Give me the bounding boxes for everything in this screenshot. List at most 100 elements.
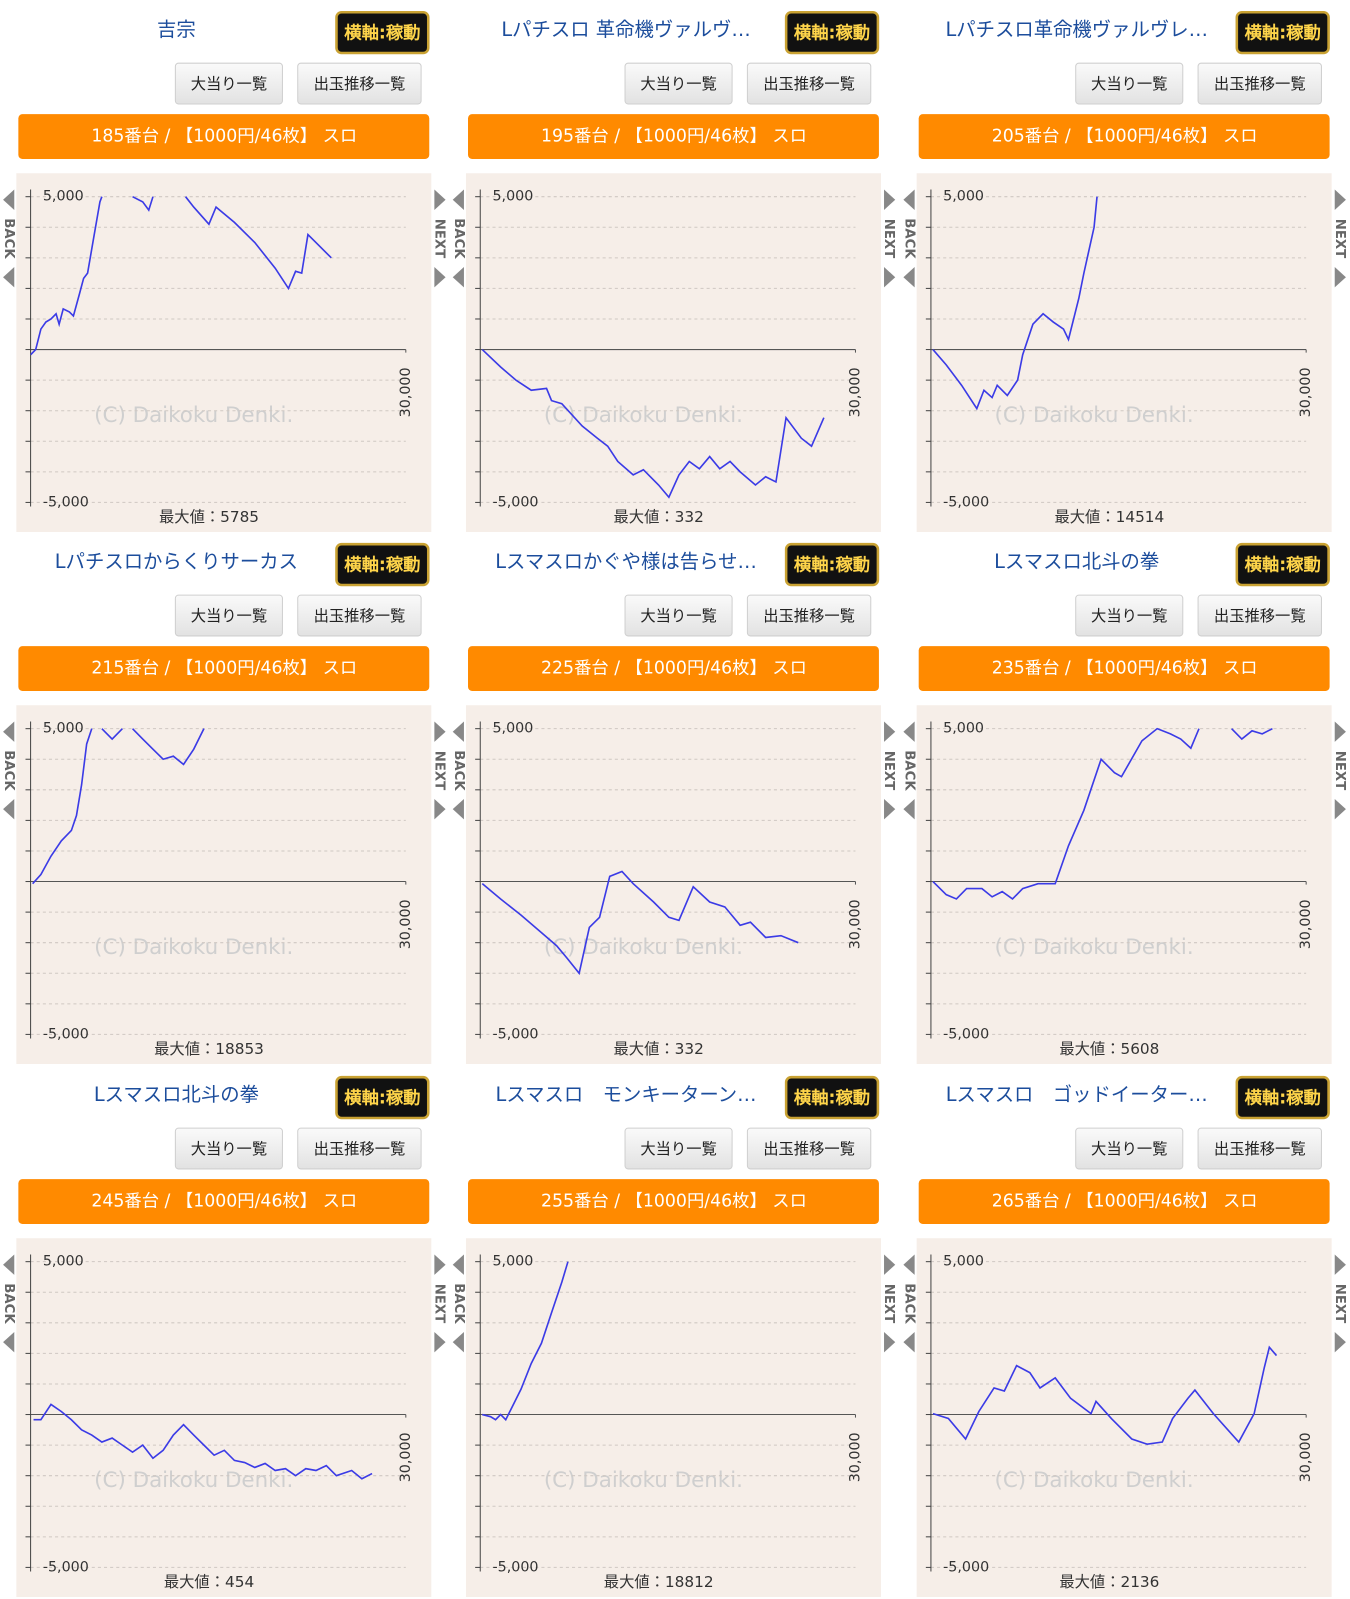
machine-header: 185番台 / 【1000円/46枚】 スロ <box>91 127 357 147</box>
y-tick-label: -5,000 <box>943 1559 989 1575</box>
next-nav[interactable]: NEXT <box>881 189 896 288</box>
back-nav[interactable]: BACK <box>902 1254 917 1353</box>
max-value: 最大値：5785 <box>159 508 259 526</box>
back-arrow <box>3 267 15 288</box>
button-label: 大当り一覧 <box>191 607 267 625</box>
max-value: 最大値：454 <box>164 1573 254 1591</box>
balance-line <box>32 728 205 885</box>
y-tick-label: -5,000 <box>492 494 538 510</box>
axis-toggle[interactable]: 横軸:稼動 <box>335 1075 430 1120</box>
list-button[interactable]: 大当り一覧 <box>174 62 283 105</box>
machine-header-bg <box>18 1179 430 1224</box>
button-bg <box>1197 62 1322 105</box>
y-tick-label: -5,000 <box>43 1026 89 1042</box>
back-nav[interactable]: BACK <box>902 189 917 288</box>
axis-toggle[interactable]: 横軸:稼動 <box>784 1075 880 1120</box>
list-button[interactable]: 出玉推移一覧 <box>297 1127 422 1170</box>
next-arrow <box>434 1331 446 1353</box>
back-label: BACK <box>902 218 917 259</box>
list-button[interactable]: 出玉推移一覧 <box>297 594 422 637</box>
list-button[interactable]: 大当り一覧 <box>624 62 733 105</box>
toggle-label: 横軸:稼動 <box>344 23 420 44</box>
next-nav[interactable]: NEXT <box>1332 1254 1347 1353</box>
back-nav[interactable]: BACK <box>1 189 16 288</box>
back-nav[interactable]: BACK <box>1 721 16 820</box>
button-bg <box>174 1127 283 1170</box>
back-nav[interactable]: BACK <box>451 721 466 820</box>
next-nav[interactable]: NEXT <box>431 1254 446 1353</box>
list-button[interactable]: 大当り一覧 <box>1075 62 1184 105</box>
list-button[interactable]: 出玉推移一覧 <box>297 62 422 105</box>
next-arrow <box>1334 721 1346 742</box>
axis-toggle[interactable]: 横軸:稼動 <box>1235 1075 1330 1120</box>
machine-header-bg <box>468 1179 879 1224</box>
list-button[interactable]: 出玉推移一覧 <box>746 1127 872 1170</box>
back-arrow <box>903 1254 915 1275</box>
machine-title: Lパチスロからくりサーカス <box>55 550 298 573</box>
watermark: (C) Daikoku Denki. <box>94 1468 293 1493</box>
axis-toggle[interactable]: 横軸:稼動 <box>335 542 430 587</box>
list-button[interactable]: 大当り一覧 <box>1075 1127 1184 1170</box>
button-bg <box>746 594 872 637</box>
axis-toggle[interactable]: 横軸:稼動 <box>784 10 880 55</box>
y-tick-label: -5,000 <box>43 494 89 510</box>
list-button[interactable]: 大当り一覧 <box>1075 594 1184 637</box>
list-button[interactable]: 出玉推移一覧 <box>1197 1127 1322 1170</box>
next-nav[interactable]: NEXT <box>881 1254 896 1353</box>
list-button[interactable]: 大当り一覧 <box>174 594 283 637</box>
button-label: 大当り一覧 <box>1091 607 1167 625</box>
button-label: 大当り一覧 <box>640 75 716 93</box>
back-label: BACK <box>451 1283 466 1324</box>
machine-header-bg <box>468 114 879 159</box>
back-nav[interactable]: BACK <box>902 721 917 820</box>
list-button[interactable]: 大当り一覧 <box>624 594 733 637</box>
button-label: 大当り一覧 <box>640 607 716 625</box>
next-nav[interactable]: NEXT <box>881 721 896 820</box>
watermark: (C) Daikoku Denki. <box>94 935 293 960</box>
axis-toggle[interactable]: 横軸:稼動 <box>335 10 430 55</box>
toggle-bg <box>1235 542 1330 587</box>
list-button[interactable]: 大当り一覧 <box>174 1127 283 1170</box>
axis-toggle[interactable]: 横軸:稼動 <box>1235 542 1330 587</box>
back-nav[interactable]: BACK <box>451 1254 466 1353</box>
back-nav[interactable]: BACK <box>451 189 466 288</box>
next-label: NEXT <box>1332 219 1347 258</box>
back-nav[interactable]: BACK <box>1 1254 16 1353</box>
machine-header-bg <box>918 646 1330 691</box>
watermark: (C) Daikoku Denki. <box>995 403 1194 428</box>
next-nav[interactable]: NEXT <box>1332 189 1347 288</box>
next-nav[interactable]: NEXT <box>431 189 446 288</box>
x-tick-label: 30,000 <box>847 1432 863 1482</box>
list-button[interactable]: 出玉推移一覧 <box>1197 594 1322 637</box>
list-button[interactable]: 出玉推移一覧 <box>746 594 872 637</box>
next-label: NEXT <box>881 1284 896 1323</box>
machine-header: 245番台 / 【1000円/46枚】 スロ <box>91 1192 357 1212</box>
list-button[interactable]: 出玉推移一覧 <box>1197 62 1322 105</box>
button-label: 出玉推移一覧 <box>1214 607 1306 625</box>
next-arrow <box>884 267 896 288</box>
button-bg <box>624 1127 733 1170</box>
max-value: 最大値：5608 <box>1059 1040 1159 1058</box>
list-button[interactable]: 大当り一覧 <box>624 1127 733 1170</box>
button-bg <box>1197 1127 1322 1170</box>
axis-toggle[interactable]: 横軸:稼動 <box>784 542 880 587</box>
button-bg <box>1197 594 1322 637</box>
axis-toggle[interactable]: 横軸:稼動 <box>1235 10 1330 55</box>
back-label: BACK <box>1 750 16 791</box>
back-arrow <box>452 721 464 742</box>
list-button[interactable]: 出玉推移一覧 <box>746 62 872 105</box>
button-bg <box>746 1127 872 1170</box>
machine-header-bg <box>918 1179 1330 1224</box>
back-arrow <box>452 1331 464 1353</box>
next-nav[interactable]: NEXT <box>431 721 446 820</box>
toggle-label: 横軸:稼動 <box>1245 23 1321 44</box>
watermark: (C) Daikoku Denki. <box>544 935 743 960</box>
next-nav[interactable]: NEXT <box>1332 721 1347 820</box>
y-tick-label: 5,000 <box>43 189 84 205</box>
button-label: 大当り一覧 <box>1091 1140 1167 1158</box>
machine-title: Lスマスロ北斗の拳 <box>94 1083 259 1106</box>
next-arrow <box>884 189 896 210</box>
button-bg <box>1075 62 1184 105</box>
